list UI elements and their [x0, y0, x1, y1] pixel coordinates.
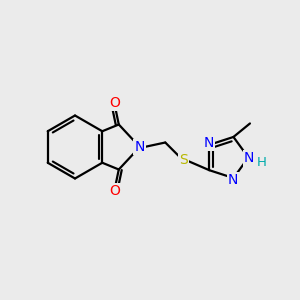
Text: O: O	[109, 184, 120, 198]
Text: N: N	[228, 173, 238, 188]
Text: O: O	[109, 96, 120, 110]
Text: N: N	[135, 140, 145, 154]
Text: H: H	[257, 156, 267, 170]
Text: S: S	[179, 154, 188, 167]
Text: N: N	[244, 152, 254, 165]
Text: N: N	[203, 136, 214, 150]
